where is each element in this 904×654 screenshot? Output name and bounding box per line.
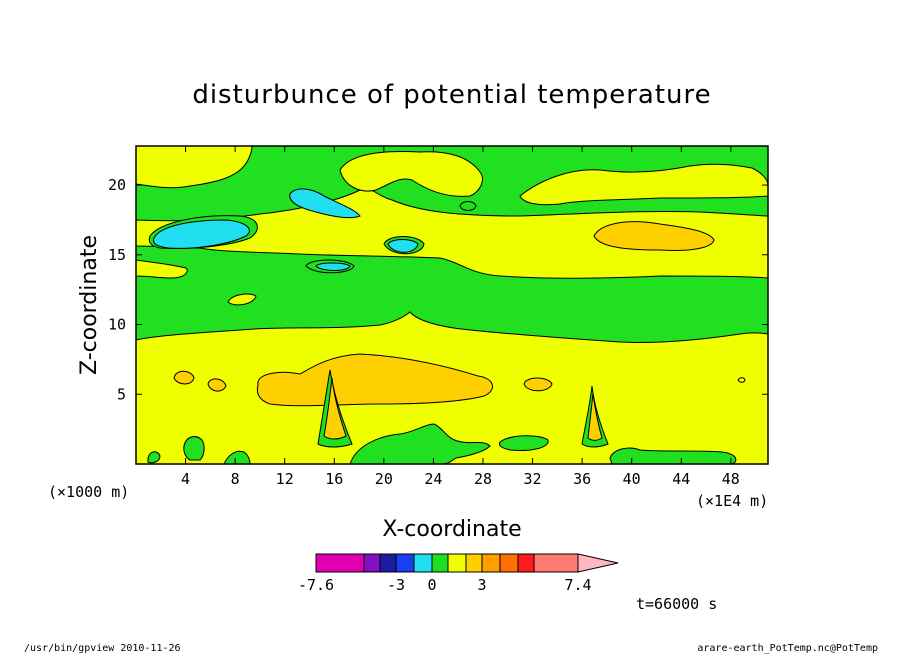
x-tick-label: 36 bbox=[573, 470, 591, 488]
x-tick-label: 24 bbox=[424, 470, 442, 488]
x-tick-label: 40 bbox=[623, 470, 641, 488]
colorbar-segment bbox=[465, 553, 483, 573]
warm-spot-2 bbox=[207, 378, 227, 392]
x-tick-label: 16 bbox=[325, 470, 343, 488]
footer-left: /usr/bin/gpview 2010-11-26 bbox=[24, 643, 181, 654]
warm-core-upper bbox=[593, 221, 715, 251]
colorbar-ticks: -7.6 -3 0 3 7.4 bbox=[298, 576, 592, 594]
yellow-layer-15 bbox=[136, 259, 188, 279]
upper-positive-region bbox=[136, 146, 253, 189]
chart-title: disturbunce of potential temperature bbox=[192, 80, 711, 110]
upper-yellow-top bbox=[339, 151, 483, 197]
y-axis-label: Z-coordinate bbox=[77, 235, 102, 375]
green-spot-mid bbox=[227, 293, 257, 306]
colorbar-segment bbox=[517, 553, 535, 573]
colorbar-segment bbox=[533, 553, 579, 573]
cold-pocket-2 bbox=[289, 188, 361, 219]
plume-2-inner bbox=[587, 393, 603, 441]
colorbar-extension bbox=[577, 553, 619, 573]
x-tick-label: 12 bbox=[276, 470, 294, 488]
cold-pocket-4 bbox=[315, 262, 351, 271]
x-tick-label: 28 bbox=[474, 470, 492, 488]
colorbar-segment bbox=[379, 553, 397, 573]
plot-frame bbox=[135, 145, 769, 465]
colorbar-tick-label: -3 bbox=[387, 576, 405, 594]
cold-pocket-3 bbox=[387, 239, 419, 253]
colorbar-segment bbox=[315, 553, 365, 573]
warm-spot-3 bbox=[523, 377, 553, 392]
cold-pocket-1 bbox=[153, 219, 250, 249]
x-tick-label: 4 bbox=[181, 470, 190, 488]
colorbar-segment bbox=[499, 553, 519, 573]
warm-core-low bbox=[256, 353, 493, 407]
bottom-green-2 bbox=[223, 450, 251, 464]
y-tick-label: 15 bbox=[108, 246, 126, 264]
tiny-spot bbox=[737, 377, 746, 383]
x-tick-label: 48 bbox=[722, 470, 740, 488]
warm-spot-1 bbox=[173, 370, 195, 385]
footer-right: arare-earth_PotTemp.nc@PotTemp bbox=[697, 643, 878, 654]
x-axis: 4 8 12 16 20 24 28 32 36 40 44 48 bbox=[181, 146, 740, 488]
y-tick-label: 10 bbox=[108, 316, 126, 334]
colorbar-segment bbox=[447, 553, 467, 573]
plume-1-inner bbox=[323, 377, 347, 440]
y-axis: 5 10 15 20 bbox=[108, 176, 768, 403]
y-tick-label: 5 bbox=[117, 385, 126, 403]
colorbar-segment bbox=[431, 553, 449, 573]
colorbar-tick-label: 7.4 bbox=[564, 576, 591, 594]
time-label: t=66000 s bbox=[636, 595, 717, 613]
green-pocket-upper-4 bbox=[459, 201, 477, 211]
colorbar-segment bbox=[363, 553, 381, 573]
bottom-green-3 bbox=[349, 423, 491, 464]
x-unit-left: (×1000 m) bbox=[48, 483, 129, 501]
colorbar-tick-label: 0 bbox=[427, 576, 436, 594]
x-tick-label: 20 bbox=[375, 470, 393, 488]
x-tick-label: 44 bbox=[672, 470, 690, 488]
colorbar-tick-label: 3 bbox=[477, 576, 486, 594]
colorbar-segment bbox=[413, 553, 433, 573]
bottom-green-4 bbox=[499, 435, 549, 451]
bottom-green-1 bbox=[183, 436, 205, 461]
colorbar-segment bbox=[481, 553, 501, 573]
x-tick-label: 8 bbox=[231, 470, 240, 488]
bottom-green-6 bbox=[147, 451, 161, 464]
x-axis-label: X-coordinate bbox=[382, 517, 521, 542]
colorbar bbox=[315, 553, 619, 573]
bottom-green-5 bbox=[609, 447, 737, 464]
x-tick-label: 32 bbox=[524, 470, 542, 488]
colorbar-tick-label: -7.6 bbox=[298, 576, 334, 594]
upper-yellow-right bbox=[519, 163, 768, 206]
colorbar-segment bbox=[395, 553, 415, 573]
x-unit-right: (×1E4 m) bbox=[696, 492, 768, 510]
contour-field bbox=[136, 146, 768, 464]
y-tick-label: 20 bbox=[108, 176, 126, 194]
